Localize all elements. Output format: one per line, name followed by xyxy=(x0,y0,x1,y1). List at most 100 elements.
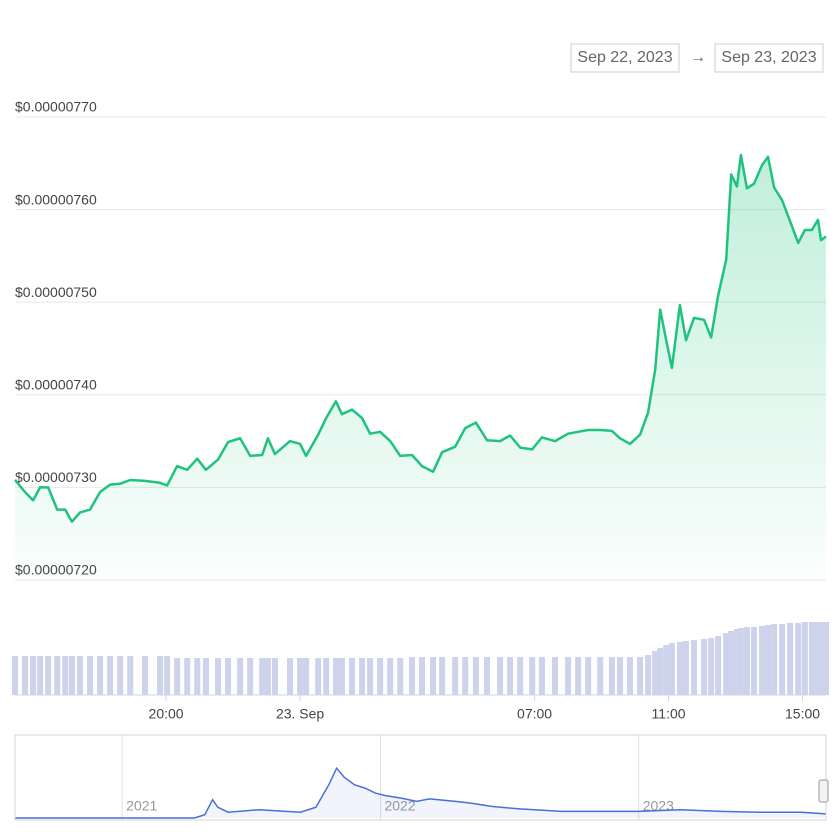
volume-bar xyxy=(737,628,744,695)
volume-bar xyxy=(164,656,171,695)
x-tick-label: 11:00 xyxy=(652,706,686,722)
volume-bar xyxy=(247,658,254,695)
volume-bar xyxy=(608,657,615,695)
volume-bar xyxy=(668,643,675,695)
volume-bar xyxy=(30,656,37,695)
volume-bar xyxy=(765,625,772,695)
volume-bar xyxy=(87,656,94,695)
navigator-area xyxy=(15,768,826,818)
volume-bar xyxy=(387,658,394,695)
date-from[interactable]: Sep 22, 2023 xyxy=(577,49,672,66)
navigator-tick-label: 2021 xyxy=(126,798,157,814)
volume-bar xyxy=(801,622,808,695)
volume-bar xyxy=(708,638,715,695)
volume-bar xyxy=(517,657,524,695)
volume-bar xyxy=(538,657,545,695)
volume-bar xyxy=(157,656,164,695)
volume-bar xyxy=(795,623,802,695)
volume-bar xyxy=(117,656,124,695)
volume-bar xyxy=(750,627,757,695)
volume-bar xyxy=(771,624,778,695)
volume-bar xyxy=(430,657,437,695)
volume-bar xyxy=(779,624,786,695)
volume-bar xyxy=(575,657,582,695)
volume-bar xyxy=(184,658,191,695)
volume-bar xyxy=(303,658,310,695)
y-tick-label: $0.00000760 xyxy=(15,191,97,207)
volume-bar xyxy=(37,656,44,695)
volume-bar xyxy=(54,656,61,695)
price-line xyxy=(14,153,827,523)
volume-bar xyxy=(141,656,148,695)
volume-bar xyxy=(723,633,730,695)
volume-bar xyxy=(585,657,592,695)
volume-bar xyxy=(676,642,683,695)
volume-bar xyxy=(323,658,330,695)
volume-bar xyxy=(194,658,201,695)
volume-bar xyxy=(315,658,322,695)
volume-bar xyxy=(332,658,339,695)
date-from-box[interactable] xyxy=(570,43,680,73)
volume-bar xyxy=(823,622,829,695)
volume-bar xyxy=(652,651,659,695)
volume-bar xyxy=(174,658,181,695)
navigator-tick-label: 2022 xyxy=(384,798,415,814)
volume-bar xyxy=(225,658,232,695)
volume-bar xyxy=(645,655,652,695)
volume-bar xyxy=(22,656,29,695)
volume-bar xyxy=(808,622,815,695)
date-to-box[interactable] xyxy=(714,43,824,73)
x-tick-label: 15:00 xyxy=(785,706,820,722)
volume-bar xyxy=(551,657,558,695)
volume-bar xyxy=(107,656,114,695)
volume-bar xyxy=(743,627,750,695)
volume-bar xyxy=(627,657,634,695)
volume-bar xyxy=(565,657,572,695)
volume-bar xyxy=(377,658,384,695)
volume-bar xyxy=(97,656,104,695)
volume-bar xyxy=(264,658,271,695)
volume-bar xyxy=(297,658,304,695)
volume-bar xyxy=(817,622,824,695)
volume-bar xyxy=(127,656,134,695)
volume-bar xyxy=(507,657,514,695)
navigator-frame xyxy=(14,734,829,821)
volume-bar xyxy=(338,658,345,695)
y-tick-label: $0.00000740 xyxy=(15,377,97,393)
y-tick-label: $0.00000770 xyxy=(15,99,97,115)
y-tick-label: $0.00000750 xyxy=(15,284,97,300)
volume-bar xyxy=(691,640,698,695)
volume-bar xyxy=(733,629,740,695)
x-tick-label: 20:00 xyxy=(149,706,184,722)
volume-bar xyxy=(597,657,604,695)
volume-bar xyxy=(348,658,355,695)
area-fill xyxy=(15,155,826,580)
volume-bar xyxy=(367,658,374,695)
volume-bar xyxy=(419,657,426,695)
volume-bar xyxy=(483,657,490,695)
volume-bar xyxy=(62,656,69,695)
volume-bar xyxy=(202,658,209,695)
volume-bar xyxy=(397,658,404,695)
x-tick-label: 23. Sep xyxy=(276,706,324,722)
volume-bar xyxy=(45,656,52,695)
volume-bar xyxy=(814,622,821,695)
volume-bar xyxy=(715,636,722,695)
volume-bar xyxy=(497,657,504,695)
volume-bar xyxy=(76,656,83,695)
navigator-line xyxy=(15,766,827,819)
volume-bar xyxy=(359,658,366,695)
navigator-handle[interactable] xyxy=(818,779,829,803)
date-to[interactable]: Sep 23, 2023 xyxy=(721,49,816,66)
x-tick-label: 07:00 xyxy=(517,706,552,722)
volume-bar xyxy=(663,645,670,695)
y-tick-label: $0.00000730 xyxy=(15,469,97,485)
volume-bar xyxy=(616,657,623,695)
volume-bar xyxy=(657,648,664,695)
volume-bar xyxy=(271,658,278,695)
volume-bar xyxy=(215,658,222,695)
range-arrow: → xyxy=(690,49,706,66)
volume-bar xyxy=(637,657,644,695)
